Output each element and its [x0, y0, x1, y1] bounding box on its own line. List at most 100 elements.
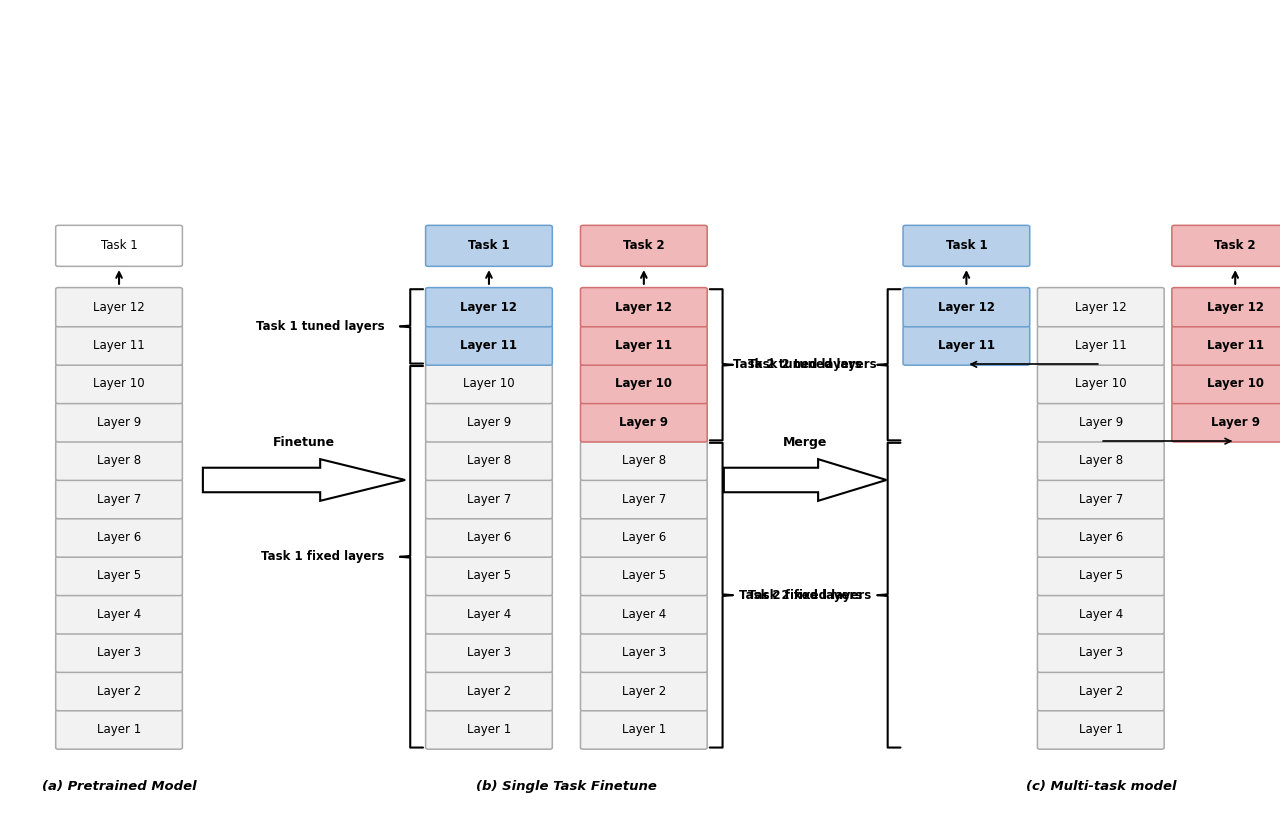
FancyBboxPatch shape: [425, 518, 553, 557]
Text: Layer 12: Layer 12: [1075, 301, 1126, 314]
FancyBboxPatch shape: [425, 403, 553, 442]
FancyBboxPatch shape: [581, 480, 708, 519]
FancyBboxPatch shape: [56, 288, 183, 327]
FancyBboxPatch shape: [581, 288, 708, 327]
Text: Layer 3: Layer 3: [1079, 646, 1123, 659]
FancyBboxPatch shape: [425, 710, 553, 749]
Text: Layer 12: Layer 12: [461, 301, 517, 314]
Text: Layer 3: Layer 3: [97, 646, 141, 659]
Text: Task 1: Task 1: [946, 239, 987, 252]
FancyBboxPatch shape: [581, 518, 708, 557]
Text: Layer 8: Layer 8: [1079, 454, 1123, 467]
Text: (b) Single Task Finetune: (b) Single Task Finetune: [476, 780, 657, 793]
FancyBboxPatch shape: [1172, 364, 1280, 404]
FancyBboxPatch shape: [425, 288, 553, 327]
FancyBboxPatch shape: [56, 595, 183, 634]
Text: Layer 10: Layer 10: [463, 377, 515, 391]
FancyBboxPatch shape: [425, 595, 553, 634]
FancyBboxPatch shape: [425, 326, 553, 365]
Text: Task 1 fixed layers: Task 1 fixed layers: [261, 551, 384, 563]
FancyBboxPatch shape: [56, 403, 183, 442]
FancyBboxPatch shape: [1172, 403, 1280, 442]
Text: Layer 6: Layer 6: [1079, 531, 1123, 544]
Text: Task 2 tuned layers: Task 2 tuned layers: [733, 359, 863, 371]
FancyBboxPatch shape: [56, 518, 183, 557]
Text: Layer 2: Layer 2: [622, 685, 666, 698]
Text: Layer 2: Layer 2: [97, 685, 141, 698]
Text: Layer 7: Layer 7: [97, 493, 141, 506]
FancyBboxPatch shape: [56, 672, 183, 711]
FancyBboxPatch shape: [1038, 672, 1165, 711]
Text: Task 1: Task 1: [468, 239, 509, 252]
Text: Layer 12: Layer 12: [938, 301, 995, 314]
Text: Layer 5: Layer 5: [467, 569, 511, 583]
Text: Layer 9: Layer 9: [467, 416, 511, 429]
FancyBboxPatch shape: [425, 364, 553, 404]
Text: Layer 2: Layer 2: [1079, 685, 1123, 698]
FancyBboxPatch shape: [581, 672, 708, 711]
FancyBboxPatch shape: [56, 225, 183, 266]
Text: Merge: Merge: [783, 436, 827, 449]
FancyBboxPatch shape: [1038, 288, 1165, 327]
Text: Task 1 tuned layers: Task 1 tuned layers: [256, 320, 384, 333]
Text: Layer 6: Layer 6: [622, 531, 666, 544]
Text: Layer 10: Layer 10: [93, 377, 145, 391]
Text: Layer 8: Layer 8: [97, 454, 141, 467]
FancyBboxPatch shape: [581, 441, 708, 480]
FancyBboxPatch shape: [904, 225, 1029, 266]
Text: Layer 5: Layer 5: [622, 569, 666, 583]
FancyBboxPatch shape: [581, 225, 708, 266]
Text: Finetune: Finetune: [273, 436, 335, 449]
Text: Layer 9: Layer 9: [1211, 416, 1260, 429]
FancyBboxPatch shape: [904, 326, 1029, 365]
Text: Task 2: Task 2: [1215, 239, 1256, 252]
Text: (c) Multi-task model: (c) Multi-task model: [1025, 780, 1176, 793]
Text: Layer 11: Layer 11: [938, 339, 995, 352]
Text: Layer 10: Layer 10: [1207, 377, 1263, 391]
FancyBboxPatch shape: [425, 633, 553, 672]
Text: Layer 2: Layer 2: [467, 685, 511, 698]
Text: Layer 11: Layer 11: [616, 339, 672, 352]
Text: Layer 9: Layer 9: [1079, 416, 1123, 429]
Text: Layer 3: Layer 3: [467, 646, 511, 659]
FancyBboxPatch shape: [56, 556, 183, 596]
Text: Layer 5: Layer 5: [1079, 569, 1123, 583]
Text: Layer 11: Layer 11: [461, 339, 517, 352]
FancyBboxPatch shape: [1172, 288, 1280, 327]
Text: Layer 1: Layer 1: [97, 723, 141, 736]
FancyBboxPatch shape: [581, 403, 708, 442]
Polygon shape: [724, 459, 886, 501]
Text: Layer 1: Layer 1: [1079, 723, 1123, 736]
Polygon shape: [202, 459, 404, 501]
FancyBboxPatch shape: [425, 672, 553, 711]
Text: Layer 12: Layer 12: [1207, 301, 1263, 314]
FancyBboxPatch shape: [581, 556, 708, 596]
Text: Layer 10: Layer 10: [616, 377, 672, 391]
Text: Layer 11: Layer 11: [1207, 339, 1263, 352]
Text: Layer 5: Layer 5: [97, 569, 141, 583]
FancyBboxPatch shape: [1038, 403, 1165, 442]
FancyBboxPatch shape: [581, 364, 708, 404]
Text: Layer 7: Layer 7: [622, 493, 666, 506]
Text: Layer 4: Layer 4: [97, 608, 141, 621]
FancyBboxPatch shape: [56, 480, 183, 519]
FancyBboxPatch shape: [581, 633, 708, 672]
Text: Layer 1: Layer 1: [467, 723, 511, 736]
FancyBboxPatch shape: [56, 710, 183, 749]
FancyBboxPatch shape: [581, 326, 708, 365]
Text: Task 2 tuned layers: Task 2 tuned layers: [749, 359, 877, 371]
Text: Layer 8: Layer 8: [467, 454, 511, 467]
Text: Layer 11: Layer 11: [1075, 339, 1126, 352]
FancyBboxPatch shape: [56, 633, 183, 672]
Text: Task 1: Task 1: [101, 239, 137, 252]
Text: Task 2: Task 2: [623, 239, 664, 252]
FancyBboxPatch shape: [56, 326, 183, 365]
Text: Layer 4: Layer 4: [1079, 608, 1123, 621]
Text: Layer 1: Layer 1: [622, 723, 666, 736]
Text: Layer 11: Layer 11: [93, 339, 145, 352]
Text: Layer 6: Layer 6: [97, 531, 141, 544]
Text: Task 2 fixed layers: Task 2 fixed layers: [749, 589, 872, 601]
FancyBboxPatch shape: [1038, 441, 1165, 480]
Text: Layer 7: Layer 7: [1079, 493, 1123, 506]
Text: Layer 8: Layer 8: [622, 454, 666, 467]
